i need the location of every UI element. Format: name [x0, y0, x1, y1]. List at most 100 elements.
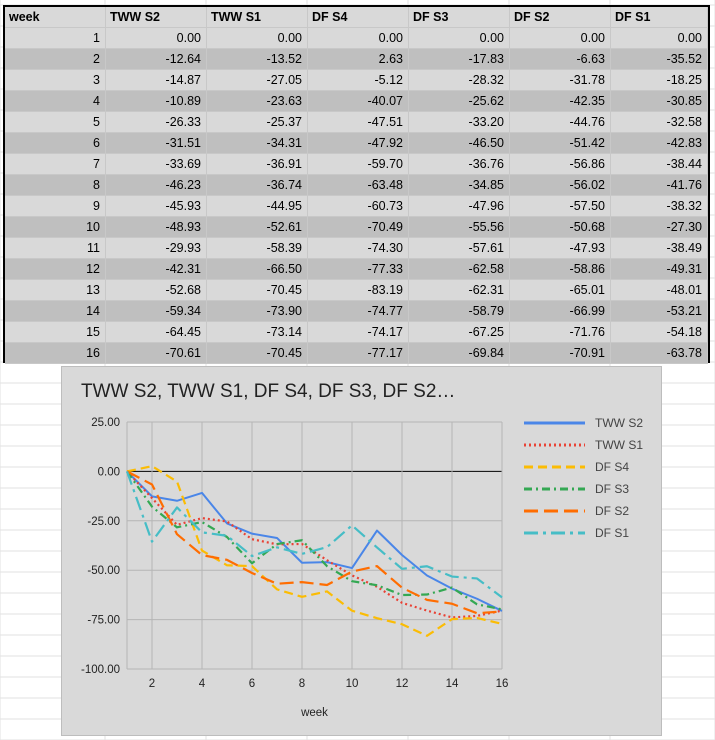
- table-cell[interactable]: -46.23: [106, 175, 207, 196]
- table-cell[interactable]: -36.91: [207, 154, 308, 175]
- table-cell[interactable]: -59.34: [106, 301, 207, 322]
- column-header[interactable]: DF S2: [510, 7, 611, 28]
- table-cell[interactable]: -26.33: [106, 112, 207, 133]
- table-cell[interactable]: 14: [5, 301, 106, 322]
- table-cell[interactable]: -74.77: [308, 301, 409, 322]
- table-cell[interactable]: 3: [5, 70, 106, 91]
- table-cell[interactable]: 0.00: [106, 28, 207, 49]
- table-cell[interactable]: -54.18: [611, 322, 708, 343]
- table-cell[interactable]: -70.49: [308, 217, 409, 238]
- table-cell[interactable]: -47.51: [308, 112, 409, 133]
- table-cell[interactable]: -65.01: [510, 280, 611, 301]
- table-cell[interactable]: 8: [5, 175, 106, 196]
- table-cell[interactable]: -50.68: [510, 217, 611, 238]
- table-cell[interactable]: -48.01: [611, 280, 708, 301]
- table-cell[interactable]: 0.00: [207, 28, 308, 49]
- table-cell[interactable]: -33.69: [106, 154, 207, 175]
- table-cell[interactable]: -55.56: [409, 217, 510, 238]
- table-cell[interactable]: -28.32: [409, 70, 510, 91]
- table-cell[interactable]: -83.19: [308, 280, 409, 301]
- table-cell[interactable]: -47.92: [308, 133, 409, 154]
- table-cell[interactable]: 2: [5, 49, 106, 70]
- table-cell[interactable]: 15: [5, 322, 106, 343]
- table-cell[interactable]: -57.50: [510, 196, 611, 217]
- table-cell[interactable]: 13: [5, 280, 106, 301]
- table-cell[interactable]: -66.50: [207, 259, 308, 280]
- series-line[interactable]: [126, 470, 503, 615]
- table-cell[interactable]: -73.90: [207, 301, 308, 322]
- table-cell[interactable]: 11: [5, 238, 106, 259]
- table-cell[interactable]: -33.20: [409, 112, 510, 133]
- table-cell[interactable]: -49.31: [611, 259, 708, 280]
- table-cell[interactable]: -73.14: [207, 322, 308, 343]
- table-cell[interactable]: -25.37: [207, 112, 308, 133]
- table-cell[interactable]: -70.61: [106, 343, 207, 364]
- table-cell[interactable]: -27.05: [207, 70, 308, 91]
- table-cell[interactable]: 2.63: [308, 49, 409, 70]
- table-cell[interactable]: -71.76: [510, 322, 611, 343]
- table-cell[interactable]: -17.83: [409, 49, 510, 70]
- table-cell[interactable]: 7: [5, 154, 106, 175]
- table-cell[interactable]: -32.58: [611, 112, 708, 133]
- table-cell[interactable]: -56.86: [510, 154, 611, 175]
- table-cell[interactable]: -63.48: [308, 175, 409, 196]
- column-header[interactable]: DF S4: [308, 7, 409, 28]
- table-cell[interactable]: -62.58: [409, 259, 510, 280]
- series-line[interactable]: [126, 465, 503, 637]
- table-cell[interactable]: -57.61: [409, 238, 510, 259]
- table-cell[interactable]: -47.96: [409, 196, 510, 217]
- table-cell[interactable]: -63.78: [611, 343, 708, 364]
- column-header[interactable]: TWW S2: [106, 7, 207, 28]
- table-cell[interactable]: -58.79: [409, 301, 510, 322]
- table-cell[interactable]: -44.95: [207, 196, 308, 217]
- table-cell[interactable]: -35.52: [611, 49, 708, 70]
- table-cell[interactable]: -58.39: [207, 238, 308, 259]
- series-line[interactable]: [126, 470, 503, 611]
- table-cell[interactable]: -42.31: [106, 259, 207, 280]
- table-cell[interactable]: -64.45: [106, 322, 207, 343]
- table-cell[interactable]: 0.00: [308, 28, 409, 49]
- table-cell[interactable]: 12: [5, 259, 106, 280]
- table-cell[interactable]: -42.35: [510, 91, 611, 112]
- table-cell[interactable]: 16: [5, 343, 106, 364]
- line-chart[interactable]: TWW S2, TWW S1, DF S4, DF S3, DF S2… 25.…: [61, 366, 662, 736]
- table-cell[interactable]: -62.31: [409, 280, 510, 301]
- table-cell[interactable]: -44.76: [510, 112, 611, 133]
- table-cell[interactable]: -69.84: [409, 343, 510, 364]
- table-cell[interactable]: -56.02: [510, 175, 611, 196]
- table-cell[interactable]: -70.45: [207, 343, 308, 364]
- table-cell[interactable]: -18.25: [611, 70, 708, 91]
- table-cell[interactable]: -70.91: [510, 343, 611, 364]
- table-cell[interactable]: -13.52: [207, 49, 308, 70]
- column-header[interactable]: week: [5, 7, 106, 28]
- table-cell[interactable]: -59.70: [308, 154, 409, 175]
- table-cell[interactable]: 4: [5, 91, 106, 112]
- table-cell[interactable]: -30.85: [611, 91, 708, 112]
- table-cell[interactable]: -52.61: [207, 217, 308, 238]
- table-cell[interactable]: -34.85: [409, 175, 510, 196]
- table-cell[interactable]: -12.64: [106, 49, 207, 70]
- table-cell[interactable]: -27.30: [611, 217, 708, 238]
- table-cell[interactable]: -38.49: [611, 238, 708, 259]
- table-cell[interactable]: -52.68: [106, 280, 207, 301]
- table-cell[interactable]: 0.00: [409, 28, 510, 49]
- table-cell[interactable]: -58.86: [510, 259, 611, 280]
- table-cell[interactable]: -41.76: [611, 175, 708, 196]
- table-cell[interactable]: -14.87: [106, 70, 207, 91]
- table-cell[interactable]: -60.73: [308, 196, 409, 217]
- table-cell[interactable]: -38.44: [611, 154, 708, 175]
- column-header[interactable]: DF S1: [611, 7, 708, 28]
- series-line[interactable]: [126, 470, 503, 612]
- table-cell[interactable]: -53.21: [611, 301, 708, 322]
- table-cell[interactable]: -77.33: [308, 259, 409, 280]
- table-cell[interactable]: 9: [5, 196, 106, 217]
- table-cell[interactable]: -23.63: [207, 91, 308, 112]
- table-cell[interactable]: 0.00: [510, 28, 611, 49]
- table-cell[interactable]: -31.51: [106, 133, 207, 154]
- table-cell[interactable]: -5.12: [308, 70, 409, 91]
- table-cell[interactable]: -77.17: [308, 343, 409, 364]
- table-cell[interactable]: -40.07: [308, 91, 409, 112]
- table-cell[interactable]: -46.50: [409, 133, 510, 154]
- table-cell[interactable]: 5: [5, 112, 106, 133]
- table-cell[interactable]: -45.93: [106, 196, 207, 217]
